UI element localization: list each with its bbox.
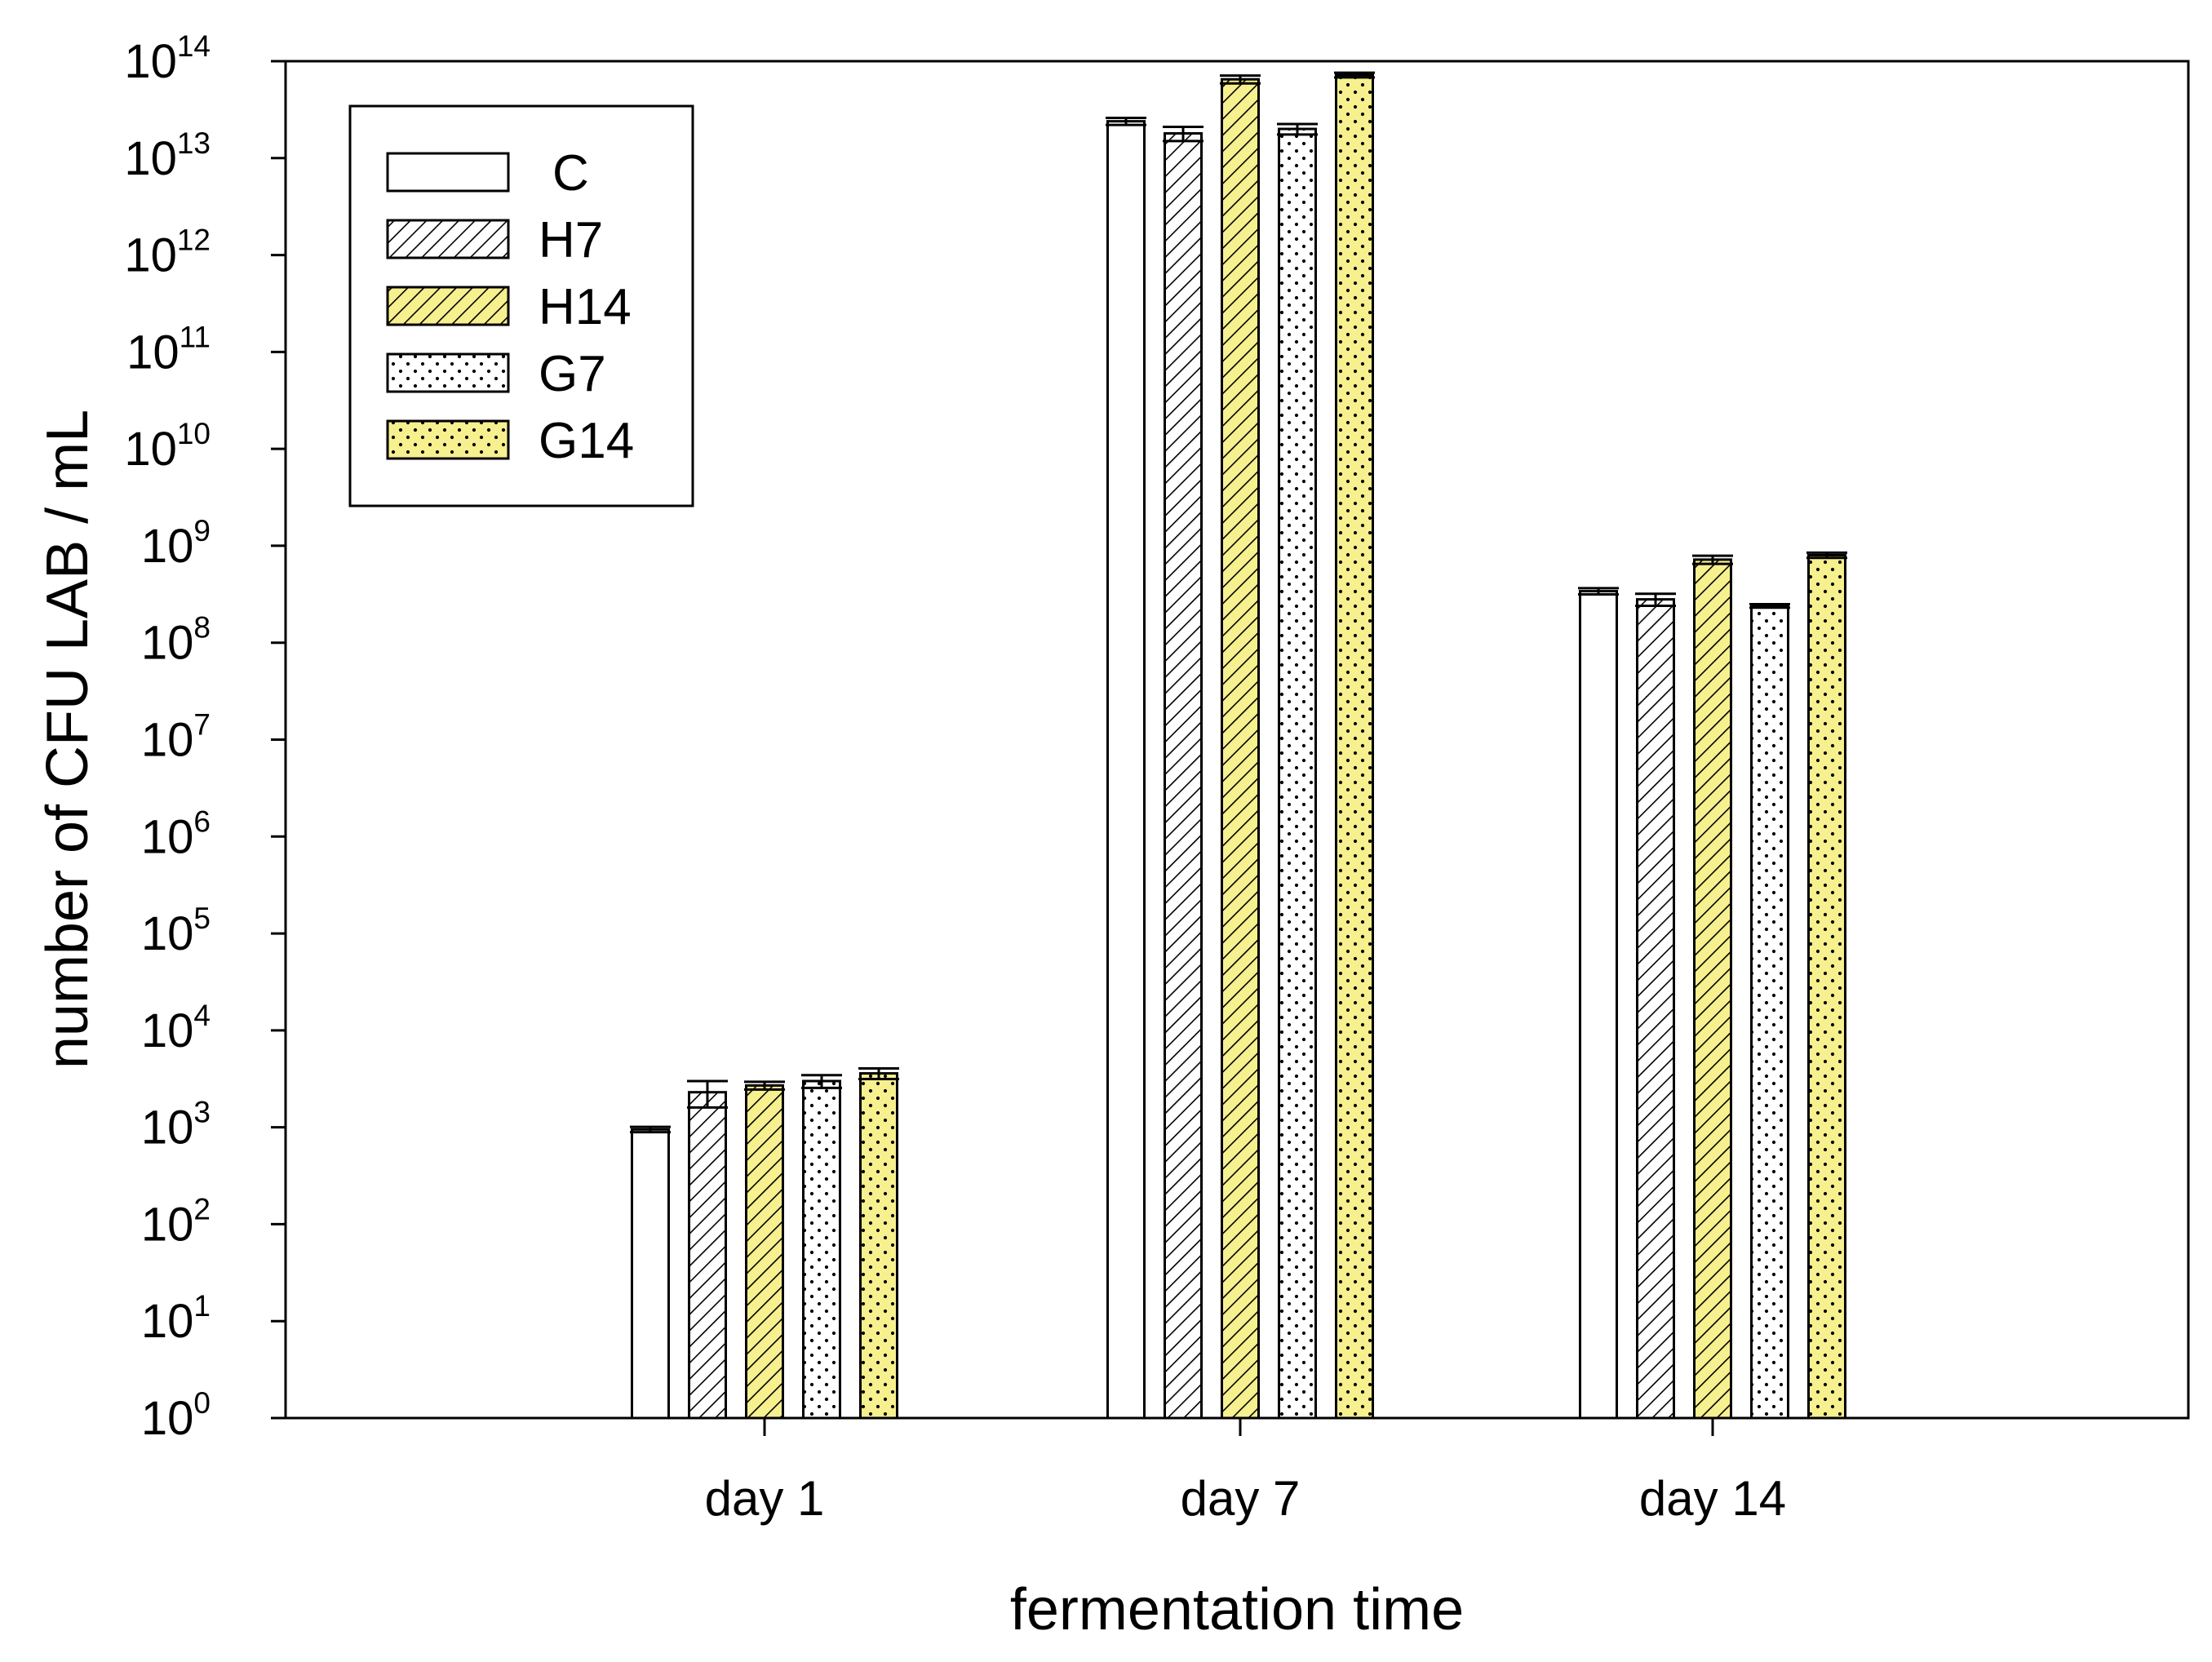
error-bar-h14-day-7 (1220, 74, 1261, 85)
y-tick-label: 103 (141, 1096, 211, 1155)
legend-swatch-g14 (386, 419, 510, 460)
y-tick-label: 108 (141, 611, 211, 670)
x-axis: day 1 day 7 day 14 (705, 1418, 1786, 1526)
y-tick-label: 101 (141, 1289, 211, 1348)
bar-h7-day-1 (688, 1091, 727, 1420)
legend-swatch-h14 (386, 286, 510, 326)
legend-label-h7: H7 (539, 212, 603, 268)
error-bar-g7-day-1 (801, 1074, 842, 1089)
bar-h14-day-14 (1693, 558, 1732, 1420)
y-tick-label: 1010 (124, 417, 211, 476)
legend-label-g7: G7 (539, 346, 606, 402)
legend-swatch-g7 (386, 352, 510, 393)
bars (631, 73, 1846, 1420)
error-bar-c-day-14 (1578, 587, 1619, 596)
error-bar-c-day-7 (1106, 116, 1146, 126)
bar-c-day-1 (631, 1128, 670, 1420)
bar-g14-day-1 (859, 1072, 898, 1420)
y-tick-label: 1011 (126, 320, 211, 379)
y-tick-label: 1013 (124, 126, 211, 185)
error-bar-h7-day-14 (1635, 592, 1676, 608)
error-bar-g14-day-7 (1334, 71, 1375, 79)
x-tick-label-day-14: day 14 (1639, 1471, 1786, 1526)
error-bar-c-day-1 (630, 1125, 671, 1134)
bar-h7-day-7 (1164, 131, 1203, 1420)
error-bar-g14-day-1 (858, 1066, 899, 1080)
x-axis-title: fermentation time (1010, 1577, 1464, 1642)
error-bar-g14-day-14 (1806, 551, 1847, 560)
bar-h7-day-14 (1636, 598, 1675, 1420)
error-bar-h14-day-1 (744, 1080, 785, 1091)
y-tick-label: 102 (141, 1192, 211, 1251)
y-tick-label: 106 (141, 804, 211, 863)
bar-h14-day-1 (745, 1084, 784, 1420)
error-bars (630, 71, 1847, 1134)
legend-label-c: C (552, 145, 589, 202)
y-axis: 100 101 102 103 104 105 106 107 108 109 1010 1011 10… (124, 29, 286, 1445)
error-bar-g7-day-7 (1277, 122, 1318, 136)
y-tick-label: 1014 (124, 29, 211, 88)
y-tick-label: 107 (141, 708, 211, 767)
legend-swatch-c (386, 152, 510, 193)
error-bar-h14-day-14 (1692, 554, 1733, 565)
x-tick-label-day-7: day 7 (1181, 1471, 1301, 1526)
error-bar-h7-day-1 (687, 1079, 728, 1109)
y-tick-label: 1012 (124, 224, 211, 282)
y-tick-label: 105 (141, 902, 211, 960)
bar-c-day-7 (1106, 120, 1146, 1420)
bar-g14-day-7 (1335, 73, 1374, 1420)
error-bar-g7-day-14 (1749, 602, 1790, 609)
bar-g7-day-14 (1750, 605, 1789, 1420)
bar-g14-day-14 (1807, 553, 1846, 1420)
legend-label-h14: H14 (539, 279, 632, 335)
legend-label-g14: G14 (539, 413, 634, 469)
bar-c-day-14 (1579, 590, 1618, 1420)
bar-h14-day-7 (1221, 78, 1260, 1420)
bar-g7-day-7 (1278, 127, 1317, 1420)
y-axis-title: number of CFU LAB / mL (35, 410, 100, 1069)
bar-g7-day-1 (802, 1079, 841, 1420)
error-bar-h7-day-7 (1163, 126, 1204, 143)
y-tick-label: 100 (141, 1386, 211, 1445)
legend-swatch-h7 (386, 219, 510, 259)
x-tick-label-day-1: day 1 (705, 1471, 825, 1526)
legend: C H7 H14 G7 G14 (348, 104, 694, 507)
y-tick-label: 104 (141, 999, 211, 1057)
y-tick-label: 109 (141, 514, 211, 573)
